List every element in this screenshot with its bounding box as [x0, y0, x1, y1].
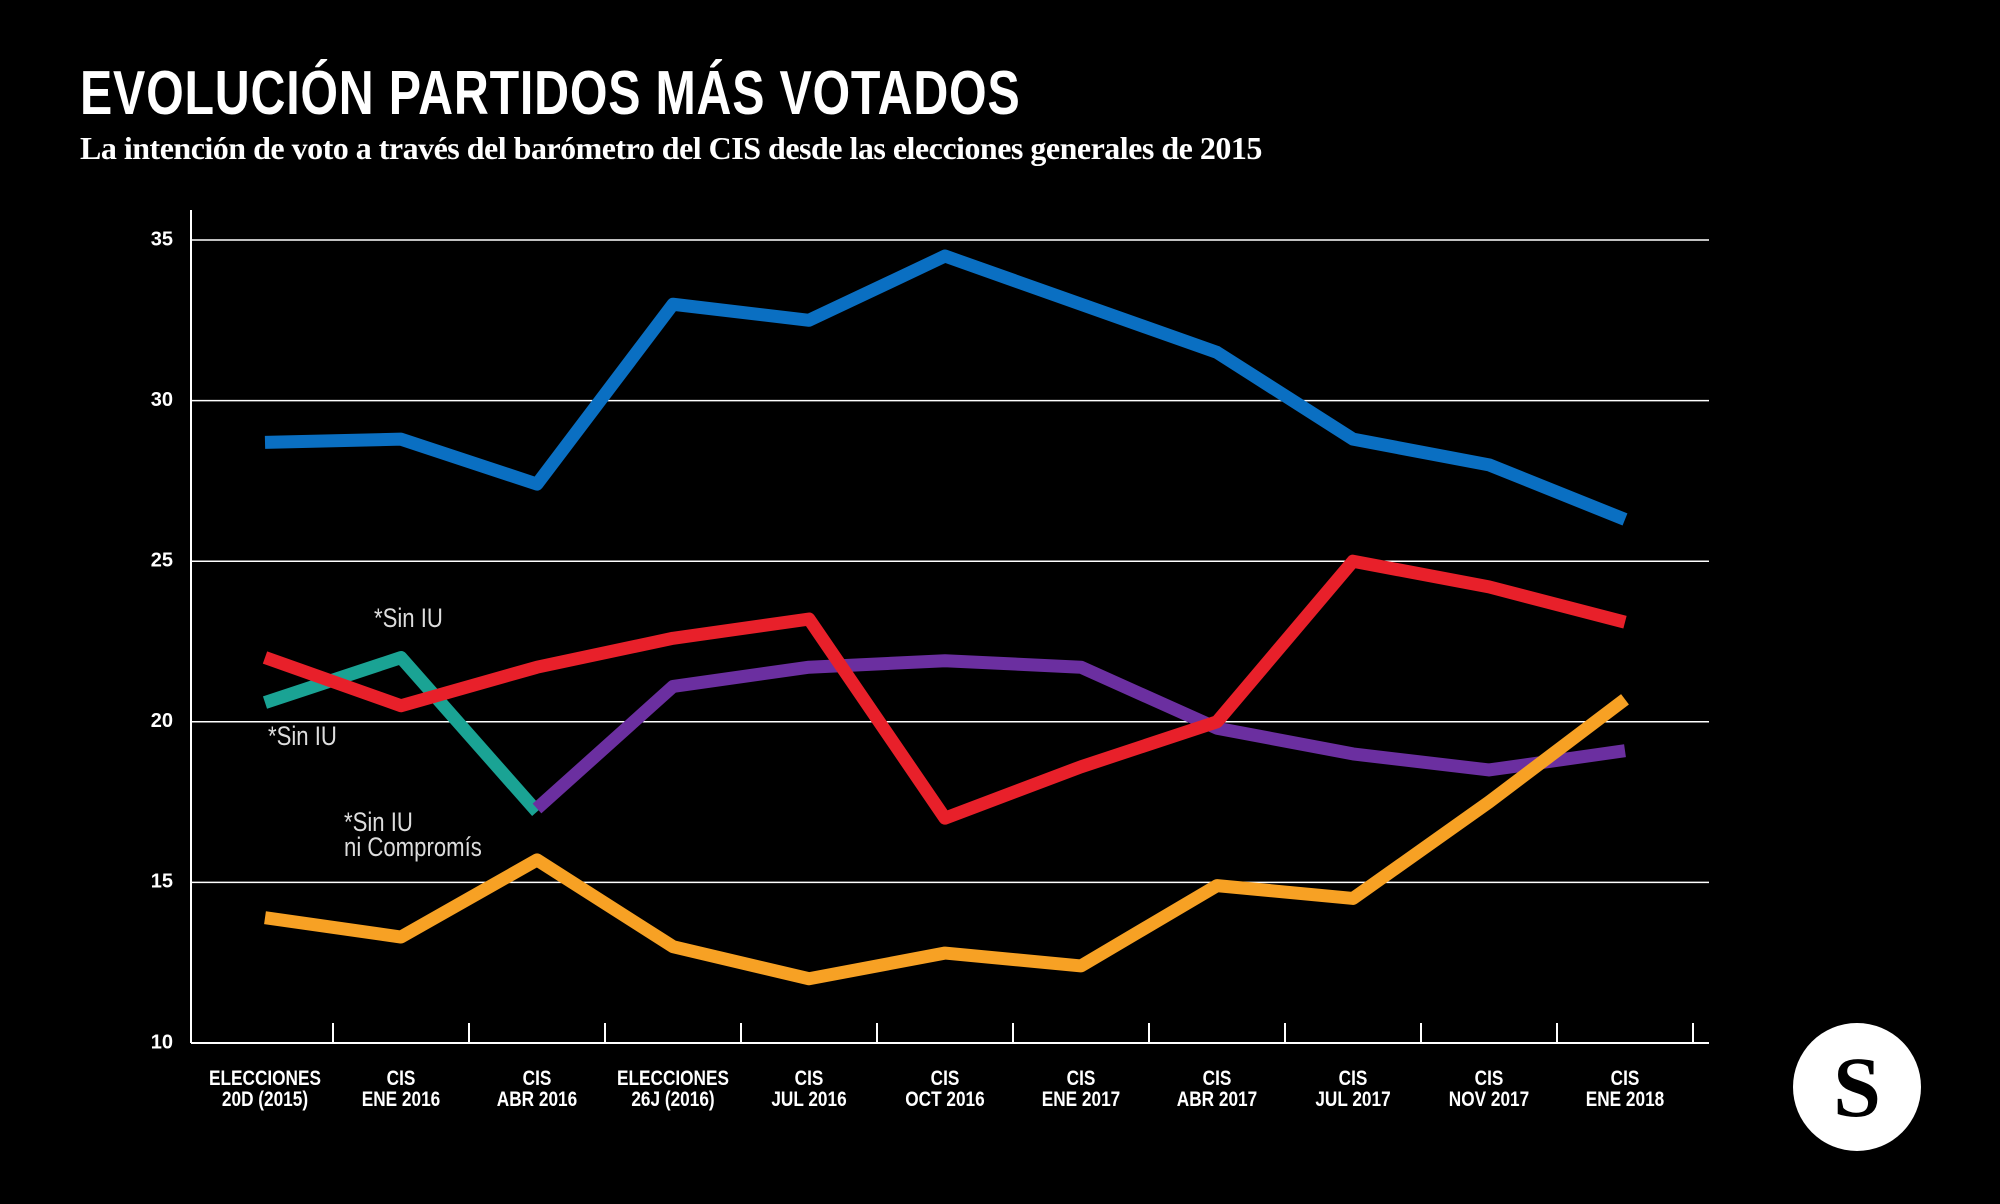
chart-title: EVOLUCIÓN PARTIDOS MÁS VOTADOS: [80, 59, 1021, 128]
series-line: [264, 694, 1629, 986]
y-tick-label: 25: [151, 549, 173, 571]
annotation: *Sin IU ni Compromís: [344, 807, 482, 862]
series-line: [262, 651, 542, 817]
chart-subtitle: La intención de voto a través del baróme…: [80, 130, 1262, 166]
x-tick-label: CIS JUL 2017: [1315, 1067, 1391, 1111]
y-tick-label: 35: [151, 228, 173, 250]
series-line: [264, 249, 1628, 526]
x-tick-label: ELECCIONES 26J (2016): [617, 1067, 729, 1111]
annotation: *Sin IU: [374, 603, 443, 633]
x-tick-label: CIS ABR 2017: [1176, 1067, 1258, 1111]
x-tick-label: CIS ENE 2018: [1585, 1067, 1665, 1111]
y-tick-label: 10: [151, 1031, 173, 1053]
x-tick-label: ELECCIONES 20D (2015): [209, 1067, 321, 1111]
series-line: [262, 554, 1627, 825]
x-tick-label: CIS ENE 2017: [1041, 1067, 1121, 1111]
series-line: [532, 654, 1626, 814]
logo: S: [1793, 1023, 1921, 1151]
annotation: *Sin IU: [268, 721, 337, 751]
x-tick-label: CIS ENE 2016: [361, 1067, 441, 1111]
x-tick-label: CIS OCT 2016: [905, 1067, 985, 1111]
y-tick-label: 15: [151, 871, 173, 893]
y-tick-label: 20: [151, 710, 173, 732]
x-tick-label: CIS JUL 2016: [771, 1067, 847, 1111]
y-tick-label: 30: [151, 389, 173, 411]
x-tick-label: CIS NOV 2017: [1448, 1067, 1530, 1111]
x-tick-label: CIS ABR 2016: [496, 1067, 578, 1111]
